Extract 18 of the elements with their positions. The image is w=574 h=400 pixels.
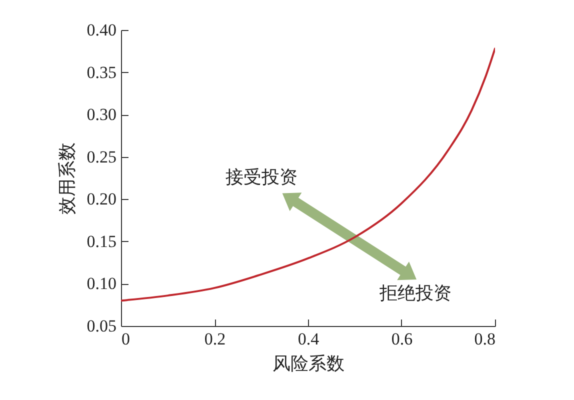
- x-tick-label: 0.4: [298, 330, 320, 348]
- x-tick-label: 0.8: [474, 330, 496, 348]
- line-series: [121, 48, 495, 302]
- y-tick-label: 0.15: [86, 232, 116, 251]
- x-axis-title: 风险系数: [272, 354, 344, 374]
- y-tick-label: 0.40: [86, 20, 116, 40]
- y-tick-label: 0.10: [86, 274, 116, 294]
- annotation: 拒绝投资: [378, 282, 452, 303]
- y-tick-label: 0.20: [86, 190, 116, 209]
- y-tick-label: 0.35: [86, 62, 116, 82]
- x-tick-label: 0.6: [391, 330, 413, 348]
- annotation: 接受投资: [225, 167, 298, 187]
- y-tick-label: 0.30: [86, 105, 116, 124]
- y-axis-title: 效用系数: [56, 142, 77, 214]
- y-tick-label: 0.25: [86, 147, 116, 166]
- x-tick-label: 0: [122, 330, 130, 348]
- x-tick-label: 0.2: [204, 330, 226, 348]
- y-tick-label: 0.05: [86, 316, 116, 336]
